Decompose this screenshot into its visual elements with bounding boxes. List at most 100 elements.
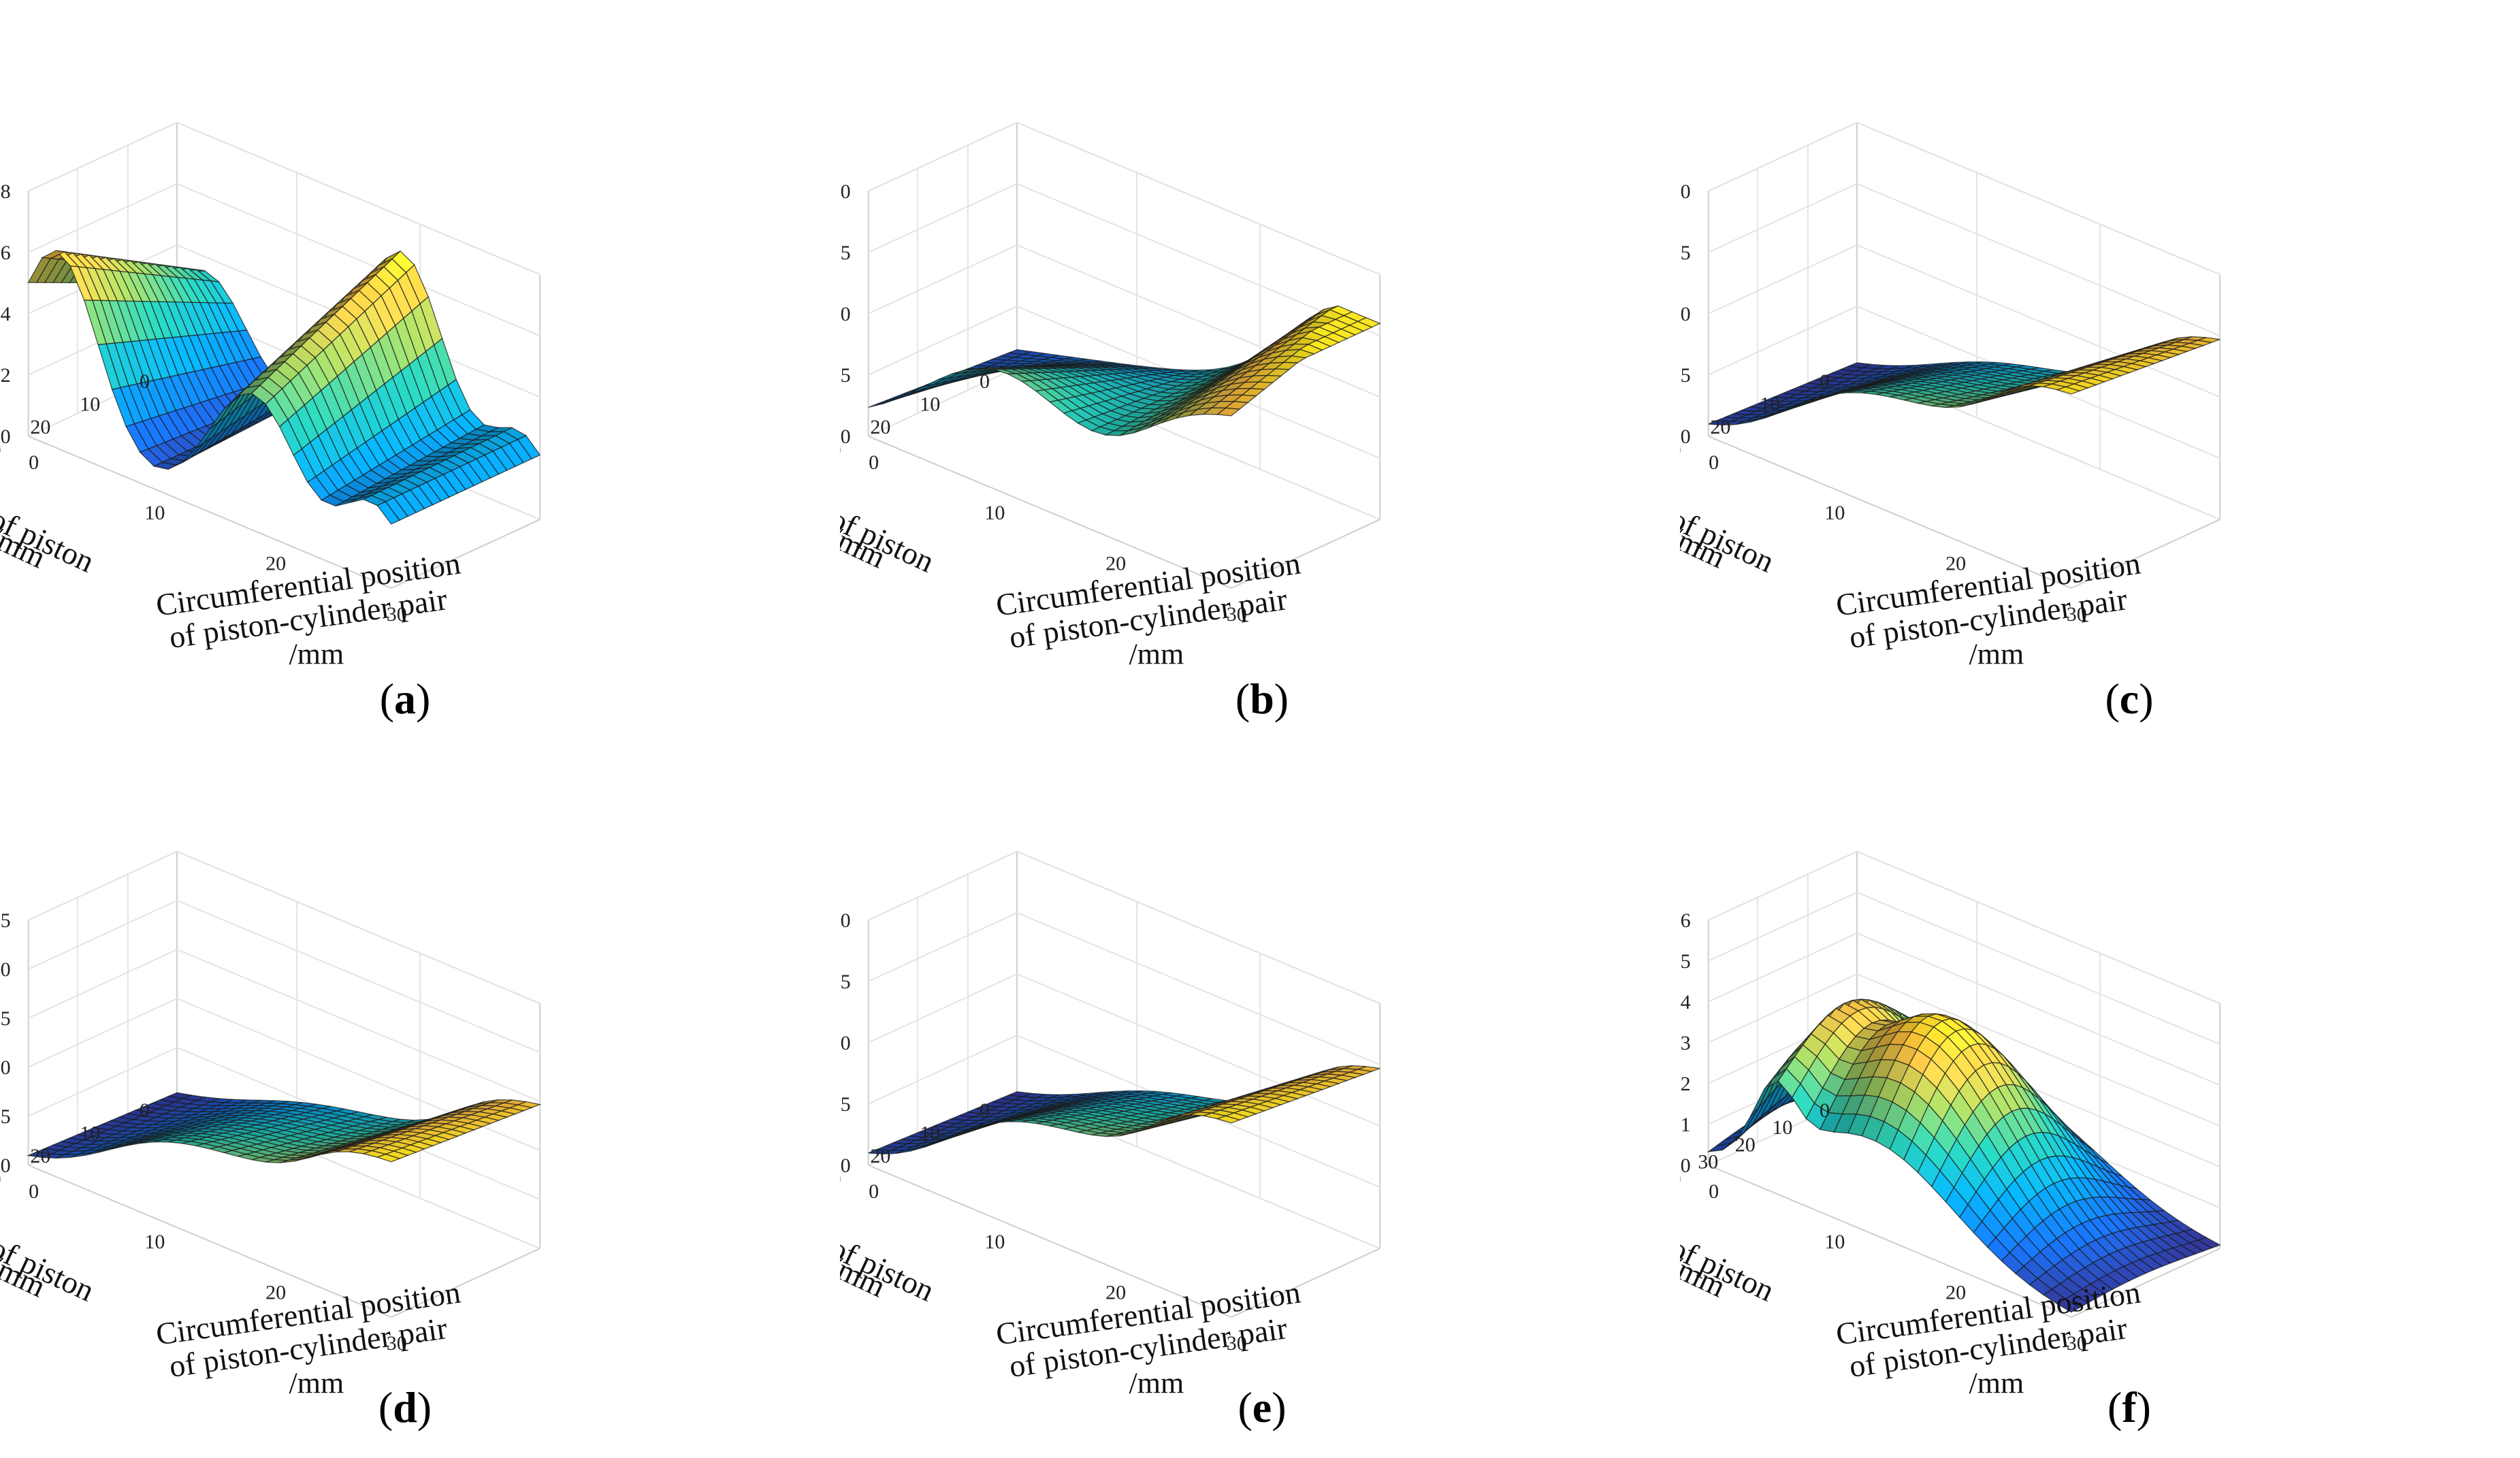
y-tick-label: 40 [1680, 1168, 1681, 1190]
surface-plot-d: 051015202530201000102030Oil film pressur… [0, 850, 542, 1400]
y-tick-label: 20 [1710, 416, 1730, 438]
y-tick-label: 20 [870, 416, 890, 438]
surface-mesh [27, 250, 541, 525]
x-axis-unit: /mm [289, 1367, 344, 1400]
z-tick-label: 10 [840, 1032, 851, 1054]
y-tick-label: 0 [1820, 1099, 1830, 1122]
y-tick-label: 30 [840, 439, 841, 461]
surface-mesh [868, 1065, 1380, 1155]
x-axis-unit: /mm [1129, 638, 1184, 671]
surface-patch [1707, 1142, 1732, 1152]
surface-patch [27, 257, 52, 283]
z-tick-label: 5 [841, 1093, 851, 1116]
x-tick-label: 0 [29, 451, 39, 474]
z-tick-label: 20 [0, 958, 11, 981]
z-tick-label: 20 [840, 180, 851, 203]
panel-label-e: e [1252, 1383, 1272, 1431]
x-tick-label: 30 [1227, 603, 1247, 626]
z-tick-label: 15 [840, 242, 851, 264]
z-tick-label: 20 [1680, 180, 1691, 203]
x-tick-label: 20 [1105, 1282, 1126, 1304]
x-tick-label: 30 [387, 603, 407, 626]
surface-patch [1708, 420, 1731, 426]
x-axis-unit: /mm [1969, 638, 2024, 671]
z-tick-label: 0 [841, 1154, 851, 1177]
x-tick-label: 20 [265, 1282, 286, 1304]
z-tick-label: 5 [1681, 364, 1691, 387]
z-tick-label: 25 [0, 909, 11, 932]
z-tick-label: 10 [1680, 303, 1691, 325]
z-tick-label: 15 [0, 1007, 11, 1030]
tick-labels: 0246830201000102030 [0, 180, 407, 626]
panel-label-f: f [2122, 1383, 2137, 1431]
surface-patch [868, 400, 891, 408]
z-tick-label: 0 [1681, 1154, 1691, 1177]
y-tick-label: 0 [1820, 370, 1830, 393]
x-tick-label: 30 [2067, 1332, 2087, 1355]
z-tick-label: 0 [841, 425, 851, 448]
z-tick-label: 0 [1, 1154, 11, 1177]
y-tick-label: 30 [0, 439, 1, 461]
x-tick-label: 0 [29, 1180, 39, 1203]
surface-patch [868, 1149, 891, 1155]
floor-edge [868, 435, 1380, 589]
y-tick-label: 10 [1772, 1116, 1792, 1139]
z-tick-label: 0 [1, 425, 11, 448]
floor-edge [1708, 435, 2220, 589]
x-axis-unit: /mm [1129, 1367, 1184, 1400]
y-tick-label: 30 [1698, 1151, 1718, 1173]
z-tick-label: 3 [1681, 1032, 1691, 1054]
y-tick-label: 0 [980, 1099, 990, 1122]
z-tick-label: 8 [1, 180, 11, 203]
panel-caption-b: (b) [1235, 675, 1289, 723]
figure-panel-e: 0510152030201000102030Oil film pressureP… [840, 729, 1680, 1458]
surface-mesh [1708, 336, 2220, 426]
z-tick-label: 10 [0, 1056, 11, 1079]
y-tick-label: 20 [30, 1145, 50, 1167]
x-tick-label: 10 [984, 1231, 1005, 1253]
y-tick-label: 20 [870, 1145, 890, 1167]
tick-labels: 01234564030201000102030 [1680, 909, 2087, 1355]
surface-plot-f: 01234564030201000102030Oil film pressure… [1680, 850, 2221, 1400]
y-tick-label: 10 [80, 1122, 100, 1145]
z-tick-label: 6 [1, 242, 11, 264]
x-tick-label: 30 [387, 1332, 407, 1355]
z-tick-label: 15 [1680, 242, 1691, 264]
panel-label-d: d [393, 1383, 417, 1431]
figure-panel-d: 051015202530201000102030Oil film pressur… [0, 729, 840, 1458]
panel-caption-a: (a) [379, 675, 431, 723]
z-tick-label: 5 [1681, 950, 1691, 973]
x-tick-label: 20 [265, 553, 286, 575]
z-tick-label: 5 [841, 364, 851, 387]
floor-edge [28, 435, 540, 589]
panel-caption-f: (f) [2107, 1383, 2151, 1431]
figure-panel-c: 0510152030201000102030Oil film pressureP… [1680, 0, 2520, 729]
y-tick-label: 0 [140, 370, 150, 393]
tick-labels: 051015202530201000102030 [0, 909, 407, 1355]
x-tick-label: 10 [144, 502, 165, 524]
y-tick-label: 0 [980, 370, 990, 393]
z-tick-label: 4 [1681, 991, 1691, 1014]
surface-plot-a: 0246830201000102030Oil film pressureP/MP… [0, 121, 541, 671]
y-tick-label: 30 [1680, 439, 1681, 461]
x-tick-label: 0 [869, 1180, 879, 1203]
y-tick-label: 30 [840, 1168, 841, 1190]
x-tick-label: 20 [1945, 553, 1966, 575]
tick-labels: 0510152030201000102030 [840, 180, 1247, 626]
z-tick-label: 20 [840, 909, 851, 932]
surface-plot-b: 0510152030201000102030Oil film pressureP… [840, 121, 1381, 671]
y-tick-label: 10 [80, 393, 100, 416]
x-tick-label: 0 [869, 451, 879, 474]
panel-label-a: a [394, 675, 416, 723]
y-tick-label: 10 [920, 393, 940, 416]
grid-lines [867, 850, 1381, 1318]
y-tick-label: 20 [1735, 1133, 1756, 1156]
z-tick-label: 6 [1681, 909, 1691, 932]
y-tick-label: 20 [30, 416, 50, 438]
panel-label-b: b [1250, 675, 1274, 723]
grid-lines [1707, 121, 2221, 589]
z-tick-label: 2 [1, 364, 11, 387]
surface-patch [27, 1151, 52, 1159]
tick-labels: 0510152030201000102030 [1680, 180, 2087, 626]
z-tick-label: 15 [840, 971, 851, 993]
